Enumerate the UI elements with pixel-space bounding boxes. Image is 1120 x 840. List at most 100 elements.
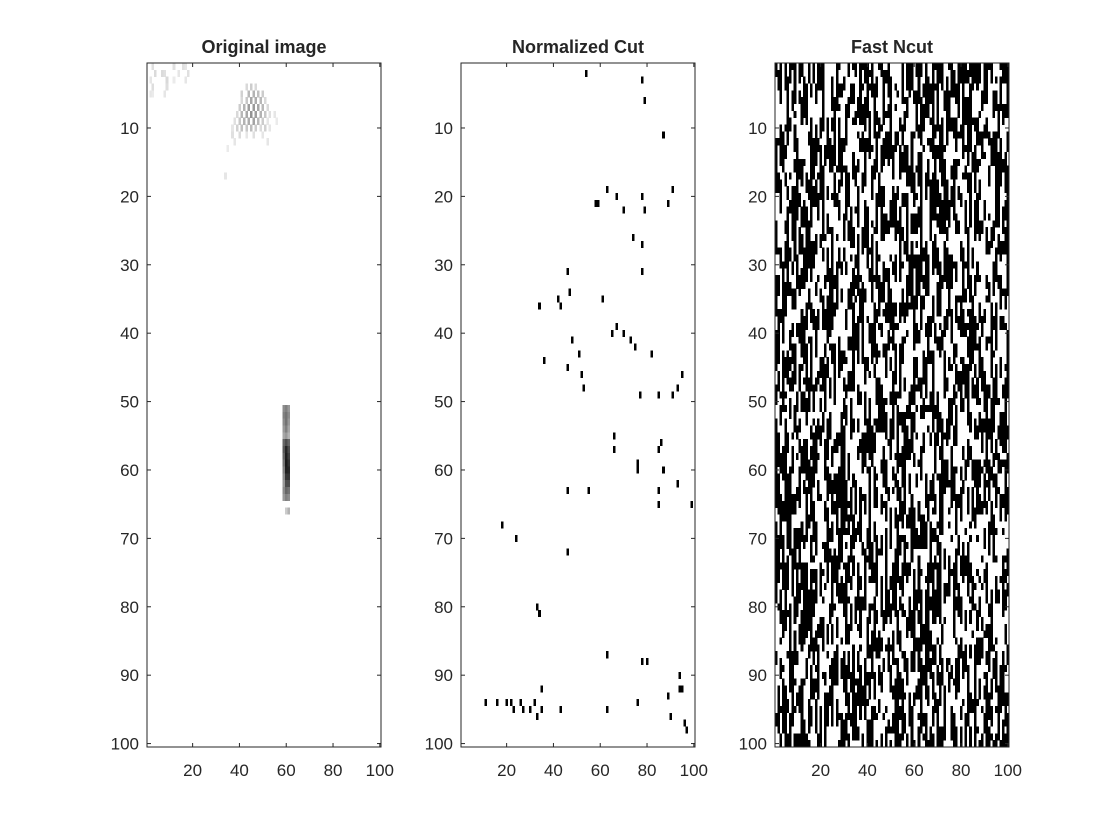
heatmap-cell <box>903 466 907 488</box>
heatmap-cell <box>861 281 865 303</box>
heatmap-cell <box>950 309 954 324</box>
heatmap-cell <box>927 514 930 522</box>
heatmap-cell <box>791 569 794 577</box>
heatmap-cell <box>845 384 848 399</box>
heatmap-cell <box>899 630 902 652</box>
heatmap-cell <box>920 658 923 672</box>
heatmap-cell <box>849 336 853 351</box>
heatmap-cell <box>1004 186 1007 194</box>
heatmap-cell <box>945 432 949 447</box>
heatmap-cell <box>913 603 916 618</box>
heatmap-cell <box>786 124 790 139</box>
heatmap-cell <box>662 131 665 139</box>
heatmap-cell <box>873 521 876 542</box>
heatmap-cell <box>831 712 834 727</box>
heatmap-cell <box>910 705 914 720</box>
heatmap-cell <box>868 548 872 570</box>
heatmap-cell <box>873 343 876 358</box>
heatmap-cell <box>786 610 790 618</box>
heatmap-cell <box>997 110 1000 132</box>
heatmap-cell <box>948 275 951 289</box>
heatmap-cell <box>845 528 848 536</box>
heatmap-cell <box>906 446 909 460</box>
heatmap-cell <box>943 199 947 221</box>
heatmap-cell <box>892 186 895 207</box>
heatmap-cell <box>235 110 239 118</box>
heatmap-cell <box>866 69 869 91</box>
heatmap-cell <box>875 555 879 570</box>
y-tick-label: 20 <box>748 187 767 206</box>
heatmap-cell <box>880 596 883 618</box>
heatmap-cell <box>922 377 925 385</box>
heatmap-cell <box>950 473 954 488</box>
heatmap-cell <box>938 227 942 235</box>
heatmap-cell <box>880 740 883 748</box>
heatmap-cell <box>973 172 977 194</box>
heatmap-cell <box>903 110 907 118</box>
heatmap-cell <box>784 302 787 317</box>
heatmap-cell <box>812 261 815 269</box>
heatmap-cell <box>796 138 799 159</box>
heatmap-cell <box>856 582 860 604</box>
heatmap-cell <box>934 213 937 221</box>
heatmap-cell <box>957 610 961 618</box>
heatmap-cell <box>992 131 996 153</box>
heatmap-cell <box>880 227 883 242</box>
heatmap-cell <box>873 158 876 173</box>
heatmap-cell <box>570 336 574 344</box>
heatmap-cell <box>793 610 797 618</box>
heatmap-cell <box>786 138 790 146</box>
heatmap-cell <box>992 151 996 166</box>
heatmap-cell <box>819 295 822 303</box>
heatmap-cell <box>678 685 682 693</box>
heatmap-cell <box>882 343 886 358</box>
heatmap-cell <box>952 466 956 481</box>
heatmap-cell <box>838 466 841 481</box>
heatmap-cell <box>894 589 897 604</box>
heatmap-cell <box>899 452 902 460</box>
heatmap-cell <box>875 576 879 597</box>
heatmap-cell <box>833 439 837 454</box>
heatmap-cell <box>793 630 797 645</box>
heatmap-cell <box>796 576 799 590</box>
heatmap-cell <box>889 336 893 344</box>
heatmap-cell <box>838 83 841 98</box>
heatmap-cell <box>282 425 286 433</box>
heatmap-cell <box>566 548 569 556</box>
heatmap-cell <box>938 131 942 153</box>
heatmap-cell <box>903 487 907 501</box>
heatmap-cell <box>976 63 979 84</box>
heatmap-cell <box>917 534 921 549</box>
heatmap-cell <box>941 63 944 77</box>
heatmap-cell <box>821 357 825 371</box>
heatmap-cell <box>535 603 539 611</box>
heatmap-cells <box>149 63 290 515</box>
heatmap-cell <box>533 699 537 707</box>
heatmap-cell <box>877 192 881 207</box>
heatmap-cell <box>955 637 958 645</box>
heatmap-cell <box>861 104 865 125</box>
heatmap-cell <box>791 227 794 242</box>
heatmap-cell <box>999 411 1003 426</box>
heatmap-cell <box>870 357 874 365</box>
heatmap-cell <box>812 466 815 488</box>
heatmap-cell <box>924 288 928 296</box>
heatmap-cell <box>777 309 780 330</box>
heatmap-cell <box>186 69 190 77</box>
heatmap-cell <box>847 336 851 351</box>
heatmap-cell <box>826 507 830 529</box>
heatmap-cell <box>910 610 914 625</box>
heatmap-cell <box>845 179 848 194</box>
heatmap-cell <box>796 487 799 501</box>
heatmap-cell <box>807 617 811 631</box>
heatmap-cell <box>819 131 822 139</box>
heatmap-cell <box>863 357 867 365</box>
heatmap-cell <box>777 69 780 91</box>
heatmap-cell <box>997 398 1000 406</box>
heatmap-cell <box>957 83 961 98</box>
heatmap-cell <box>779 405 783 426</box>
heatmap-cell <box>985 466 989 474</box>
heatmap-cell <box>892 630 895 652</box>
heatmap-cell <box>1006 131 1010 153</box>
heatmap-cell <box>978 131 982 146</box>
